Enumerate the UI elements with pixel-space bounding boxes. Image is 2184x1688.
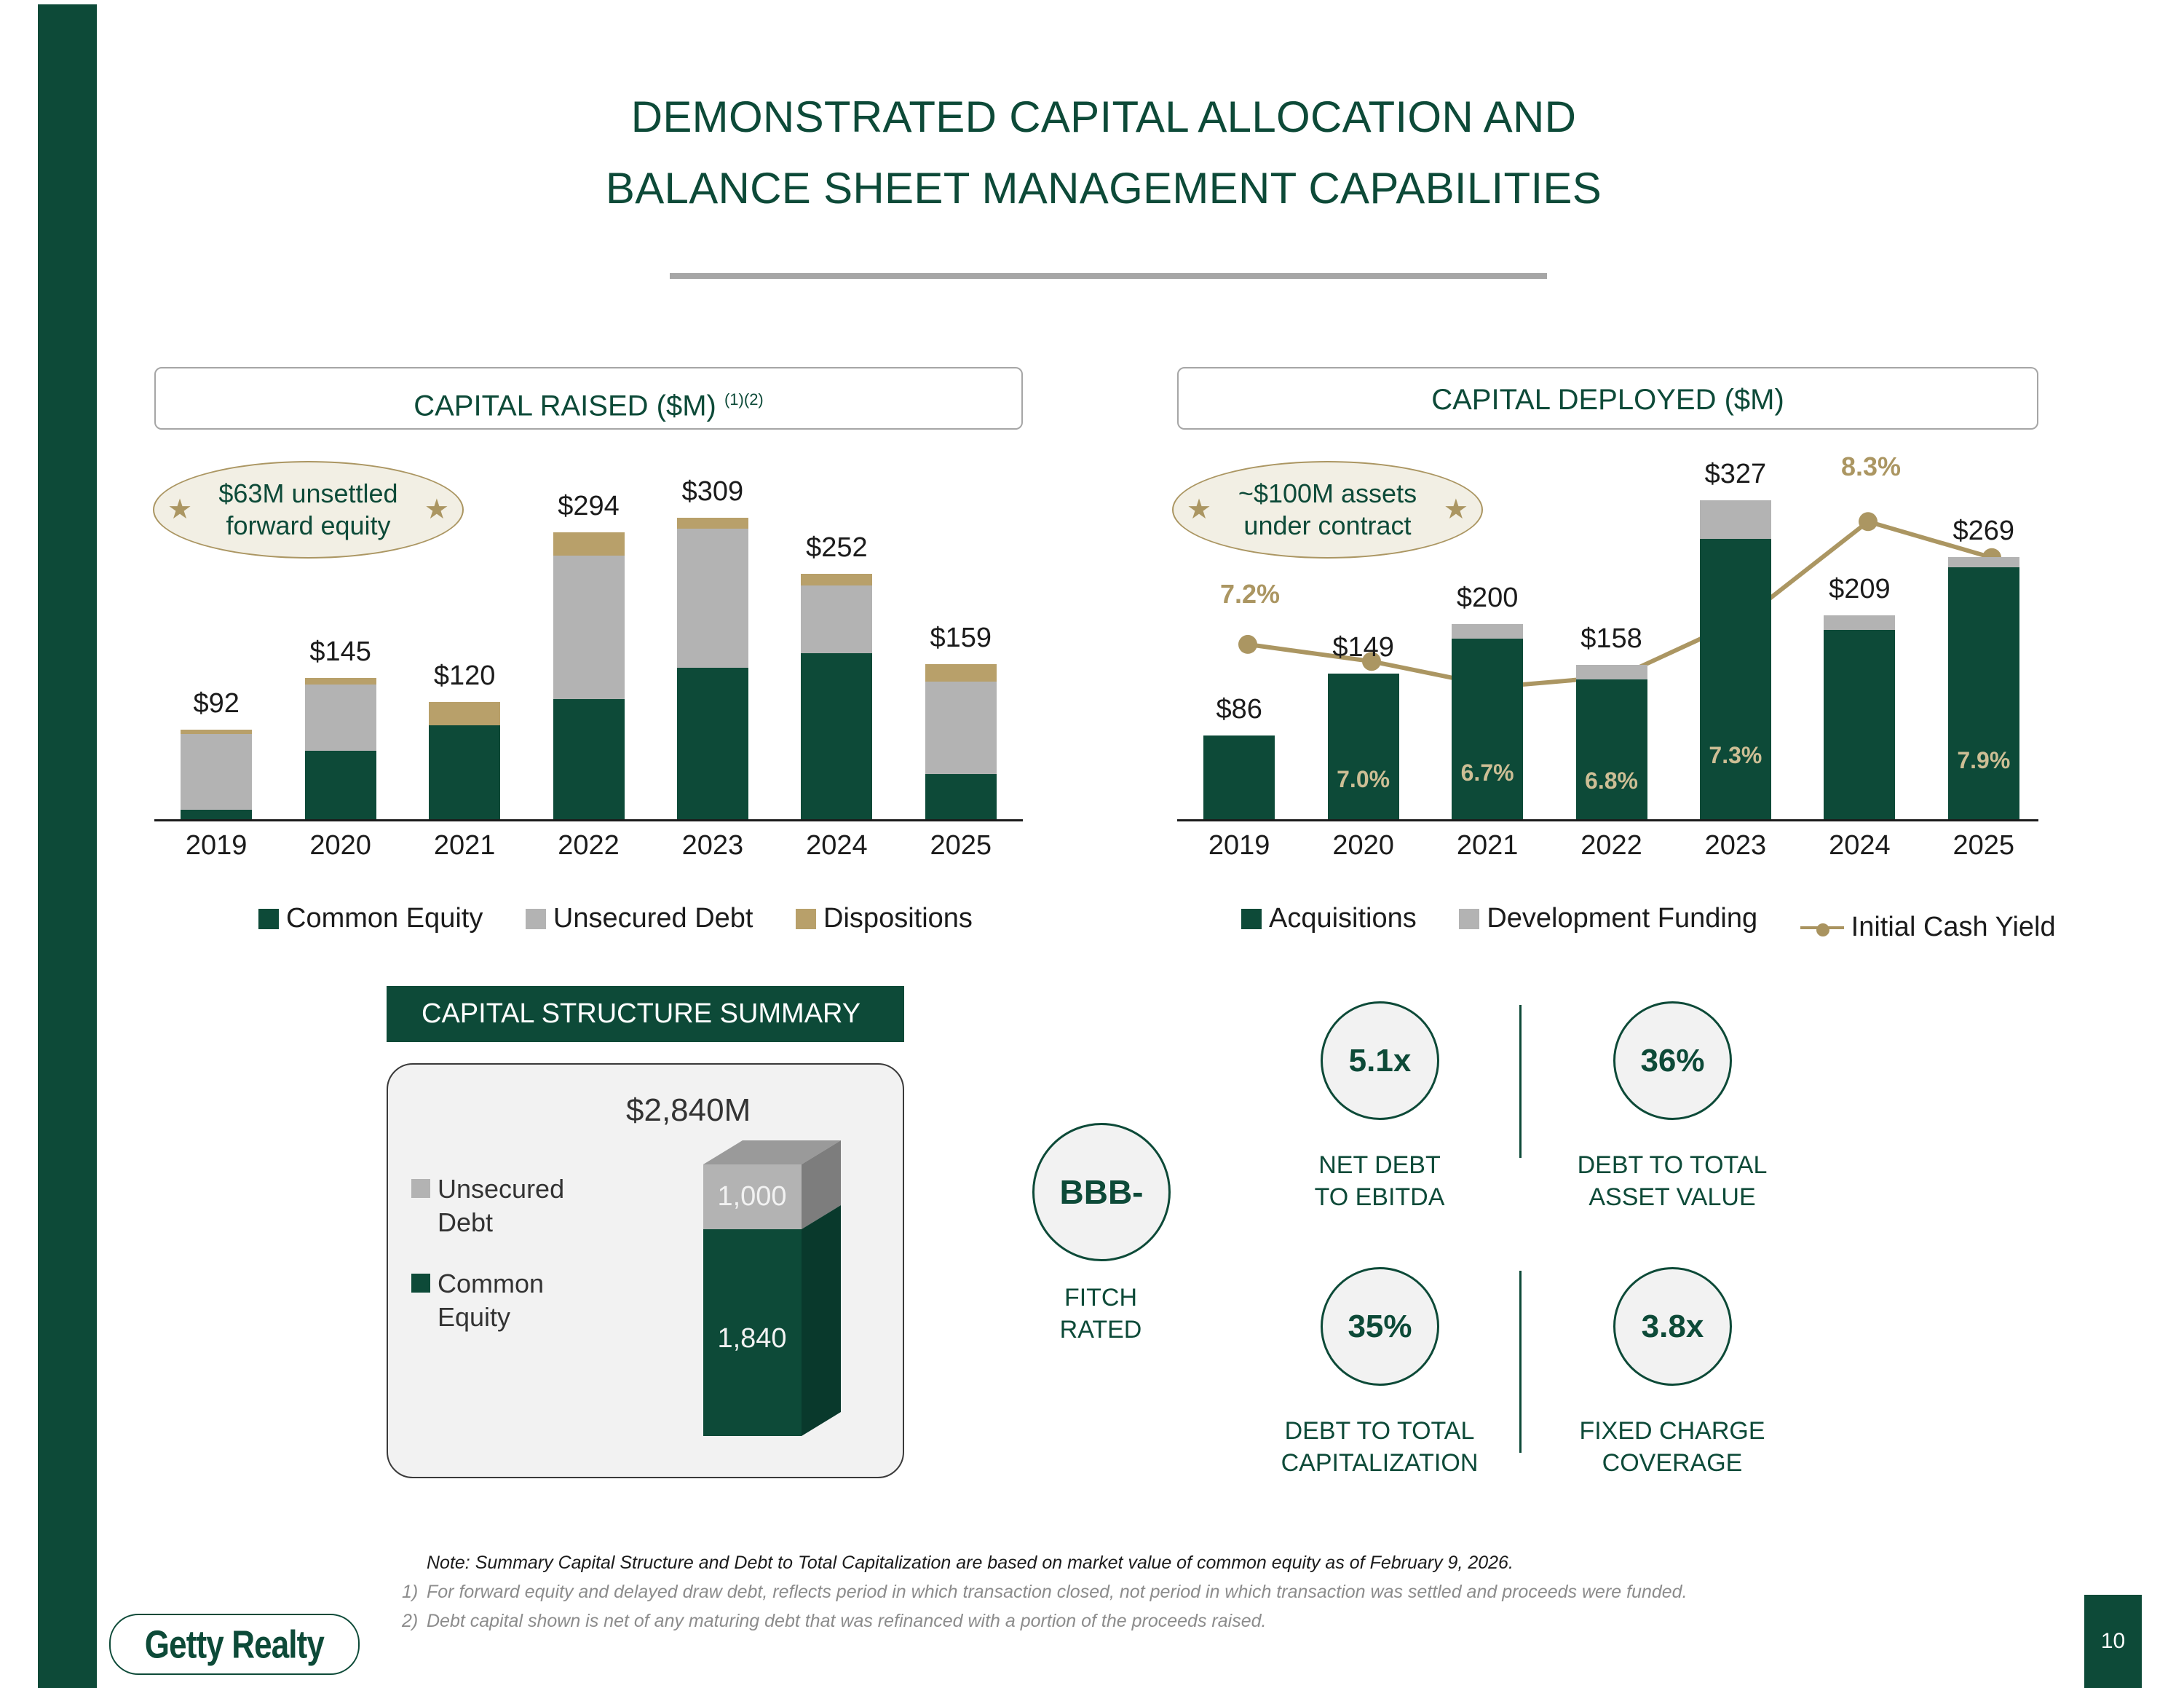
svg-text:1,000: 1,000 [717, 1181, 786, 1212]
svg-text:1,840: 1,840 [717, 1323, 786, 1354]
